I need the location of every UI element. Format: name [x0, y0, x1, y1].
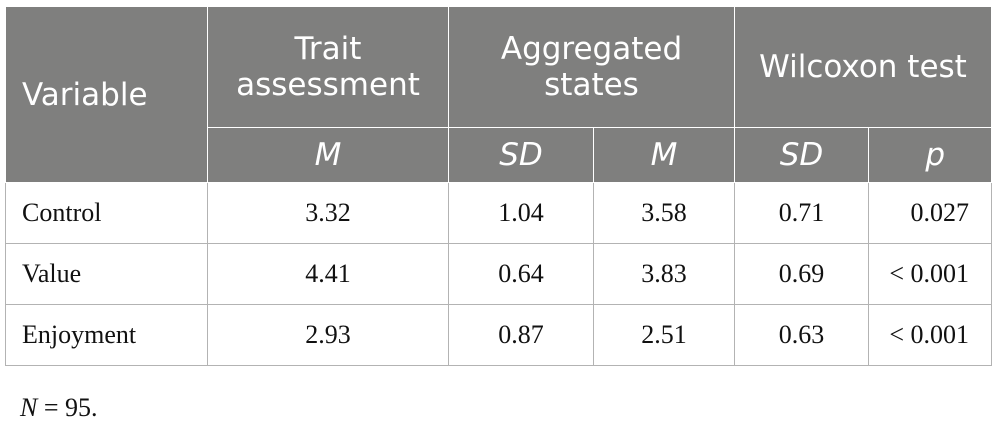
wilcoxon-sd-cell: 0.63	[734, 304, 869, 366]
trait-assessment-header: Trait assessment	[207, 6, 449, 128]
aggregated-m-cell: 3.83	[593, 243, 735, 305]
table-note: N = 95.	[20, 393, 98, 423]
results-table: Variable Trait assessment Aggregated sta…	[5, 6, 992, 366]
aggregated-states-header: Aggregated states	[448, 6, 735, 128]
trait-m-cell: 2.93	[207, 304, 449, 366]
wilcoxon-test-header: Wilcoxon test	[734, 6, 992, 128]
wilcoxon-p-cell: < 0.001	[868, 243, 992, 305]
wilcoxon-p-cell: < 0.001	[868, 304, 992, 366]
aggregated-sd-cell: 1.04	[448, 182, 594, 244]
variable-cell: Control	[5, 182, 208, 244]
trait-m-cell: 4.41	[207, 243, 449, 305]
aggregated-m-cell: 3.58	[593, 182, 735, 244]
results-table-container: Variable Trait assessment Aggregated sta…	[5, 6, 992, 366]
header-row-sub: M SD M SD p	[6, 127, 992, 183]
trait-m-cell: 3.32	[207, 182, 449, 244]
aggregated-sd-cell: 0.64	[448, 243, 594, 305]
wilcoxon-p-subheader: p	[868, 127, 992, 183]
wilcoxon-sd-subheader: SD	[734, 127, 869, 183]
aggregated-m-subheader: M	[593, 127, 735, 183]
table-row: Value 4.41 0.64 3.83 0.69 < 0.001	[5, 243, 992, 305]
aggregated-sd-cell: 0.87	[448, 304, 594, 366]
table-row: Control 3.32 1.04 3.58 0.71 0.027	[5, 182, 992, 244]
aggregated-sd-subheader: SD	[448, 127, 594, 183]
variable-column-header: Variable	[5, 6, 208, 183]
note-text: = 95.	[37, 393, 98, 422]
wilcoxon-sd-cell: 0.71	[734, 182, 869, 244]
table-row: Enjoyment 2.93 0.87 2.51 0.63 < 0.001	[5, 304, 992, 366]
variable-cell: Enjoyment	[5, 304, 208, 366]
wilcoxon-p-cell: 0.027	[868, 182, 992, 244]
wilcoxon-sd-cell: 0.69	[734, 243, 869, 305]
header-row-main: Variable Trait assessment Aggregated sta…	[5, 6, 992, 183]
trait-m-subheader: M	[207, 127, 449, 183]
variable-cell: Value	[5, 243, 208, 305]
aggregated-m-cell: 2.51	[593, 304, 735, 366]
note-symbol: N	[20, 393, 38, 422]
